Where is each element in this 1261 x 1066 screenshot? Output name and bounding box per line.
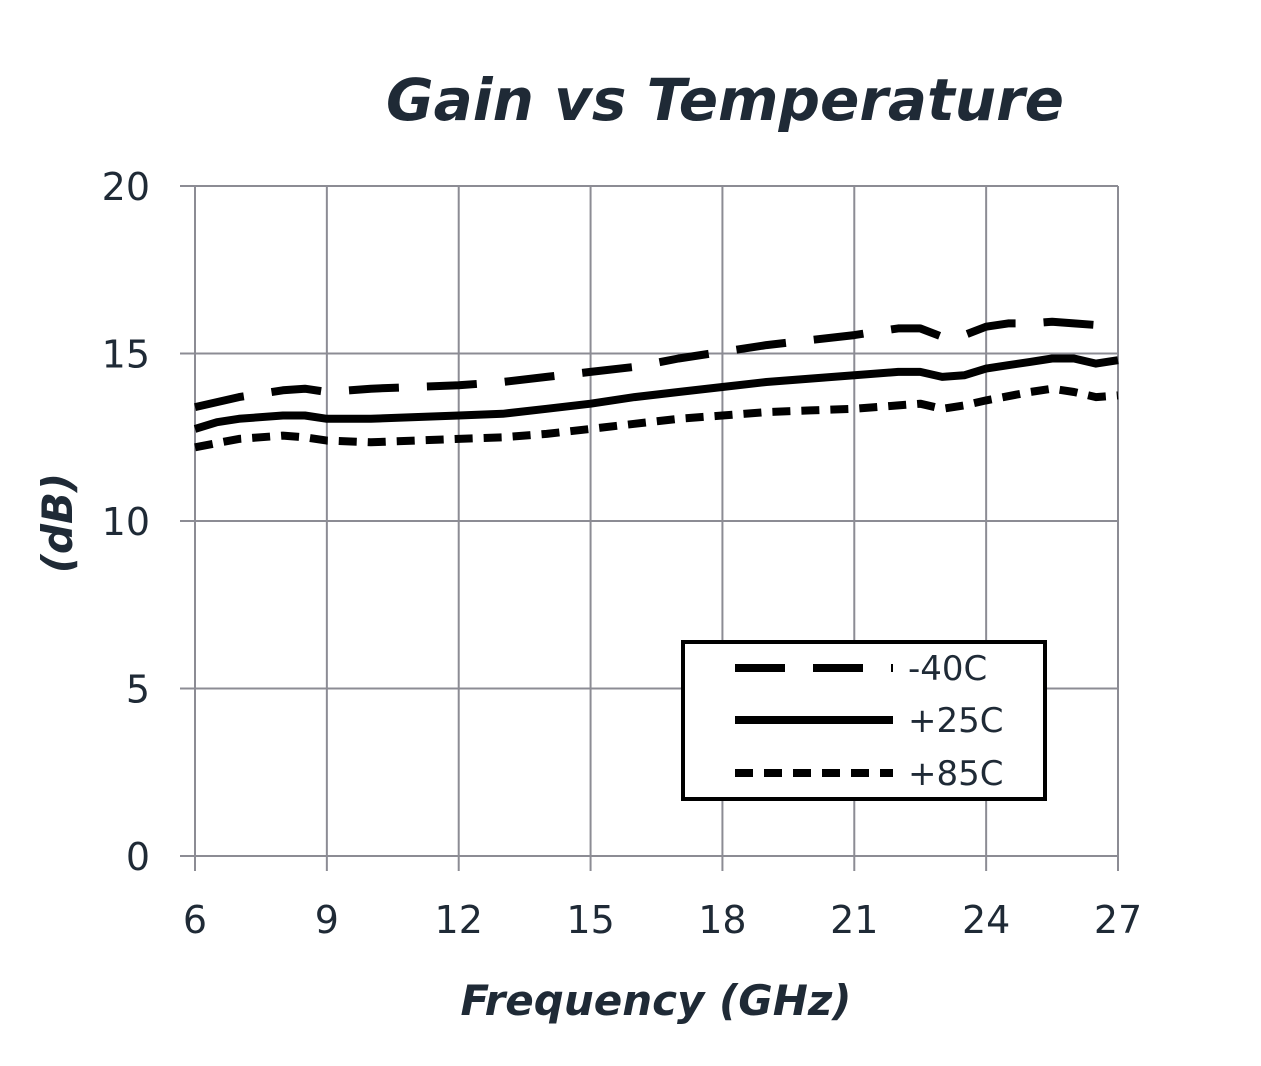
legend-label-2: +85C (908, 754, 1004, 794)
x-tick-label: 27 (1094, 898, 1142, 942)
x-tick-label: 18 (698, 898, 746, 942)
x-axis-title: Frequency (GHz) (461, 976, 852, 1025)
series-line-1 (193, 354, 1119, 433)
series-line-2 (194, 384, 1119, 452)
legend-label-1: +25C (908, 701, 1004, 741)
tick-labels: 0 5 10 15 20 6 9 12 15 18 21 24 27 (102, 165, 1143, 942)
y-tick-label: 15 (102, 333, 150, 377)
legend-label-0: -40C (908, 649, 987, 689)
series-line-0 (194, 314, 1120, 412)
legend: -40C +25C +85C (681, 640, 1047, 801)
grid-lines (180, 185, 1119, 871)
x-tick-label: 15 (566, 898, 614, 942)
x-tick-label: 6 (183, 898, 207, 942)
y-tick-label: 20 (102, 165, 150, 209)
legend-entries: -40C +25C +85C (735, 649, 1004, 794)
y-tick-label: 0 (126, 835, 150, 879)
y-axis-title: (dB) (33, 473, 82, 573)
x-tick-label: 9 (315, 898, 339, 942)
y-tick-label: 10 (102, 500, 150, 544)
series-lines (193, 314, 1120, 452)
x-tick-label: 12 (435, 898, 483, 942)
y-tick-label: 5 (126, 668, 150, 712)
chart-title: Gain vs Temperature (386, 66, 1064, 134)
x-tick-label: 24 (962, 898, 1010, 942)
x-tick-label: 21 (830, 898, 878, 942)
